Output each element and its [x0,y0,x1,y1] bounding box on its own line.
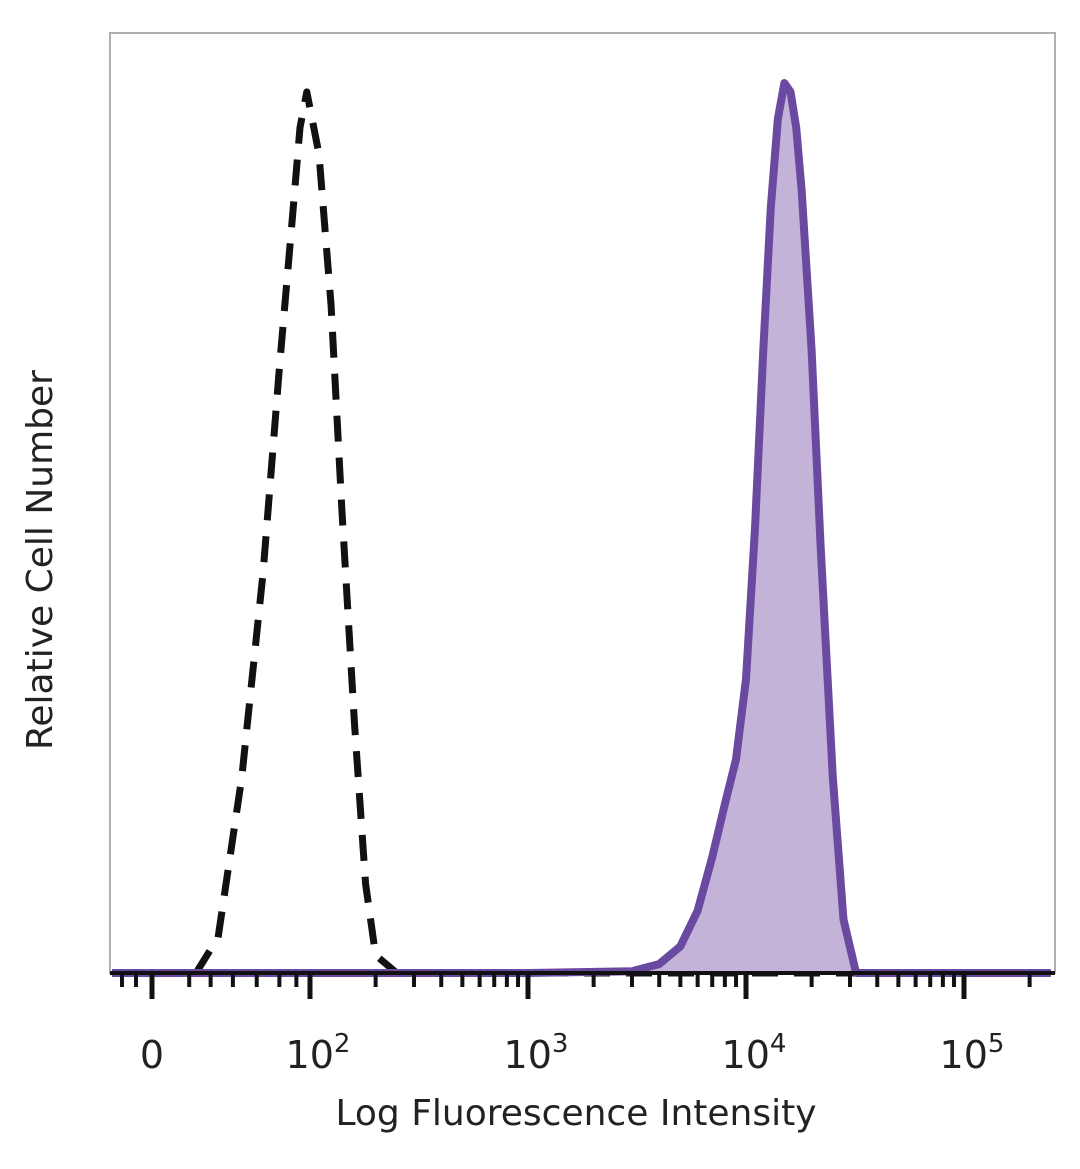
x-tick-label: 103 [504,1029,569,1077]
series-layer [112,79,1051,977]
series-0-line [112,88,1051,977]
x-tick-label: 104 [722,1029,787,1077]
series-1-line [112,79,1051,977]
tick-layer: 0 102 103 104 105 [120,973,1032,1077]
x-tick-label: 102 [286,1029,351,1077]
plot-frame [109,32,1056,974]
y-axis-label: Relative Cell Number [20,370,61,750]
x-axis-label: Log Fluorescence Intensity [335,1093,816,1134]
x-tick-label: 105 [940,1029,1005,1077]
x-tick-label: 0 [140,1033,164,1077]
series-1-area [112,83,1051,973]
